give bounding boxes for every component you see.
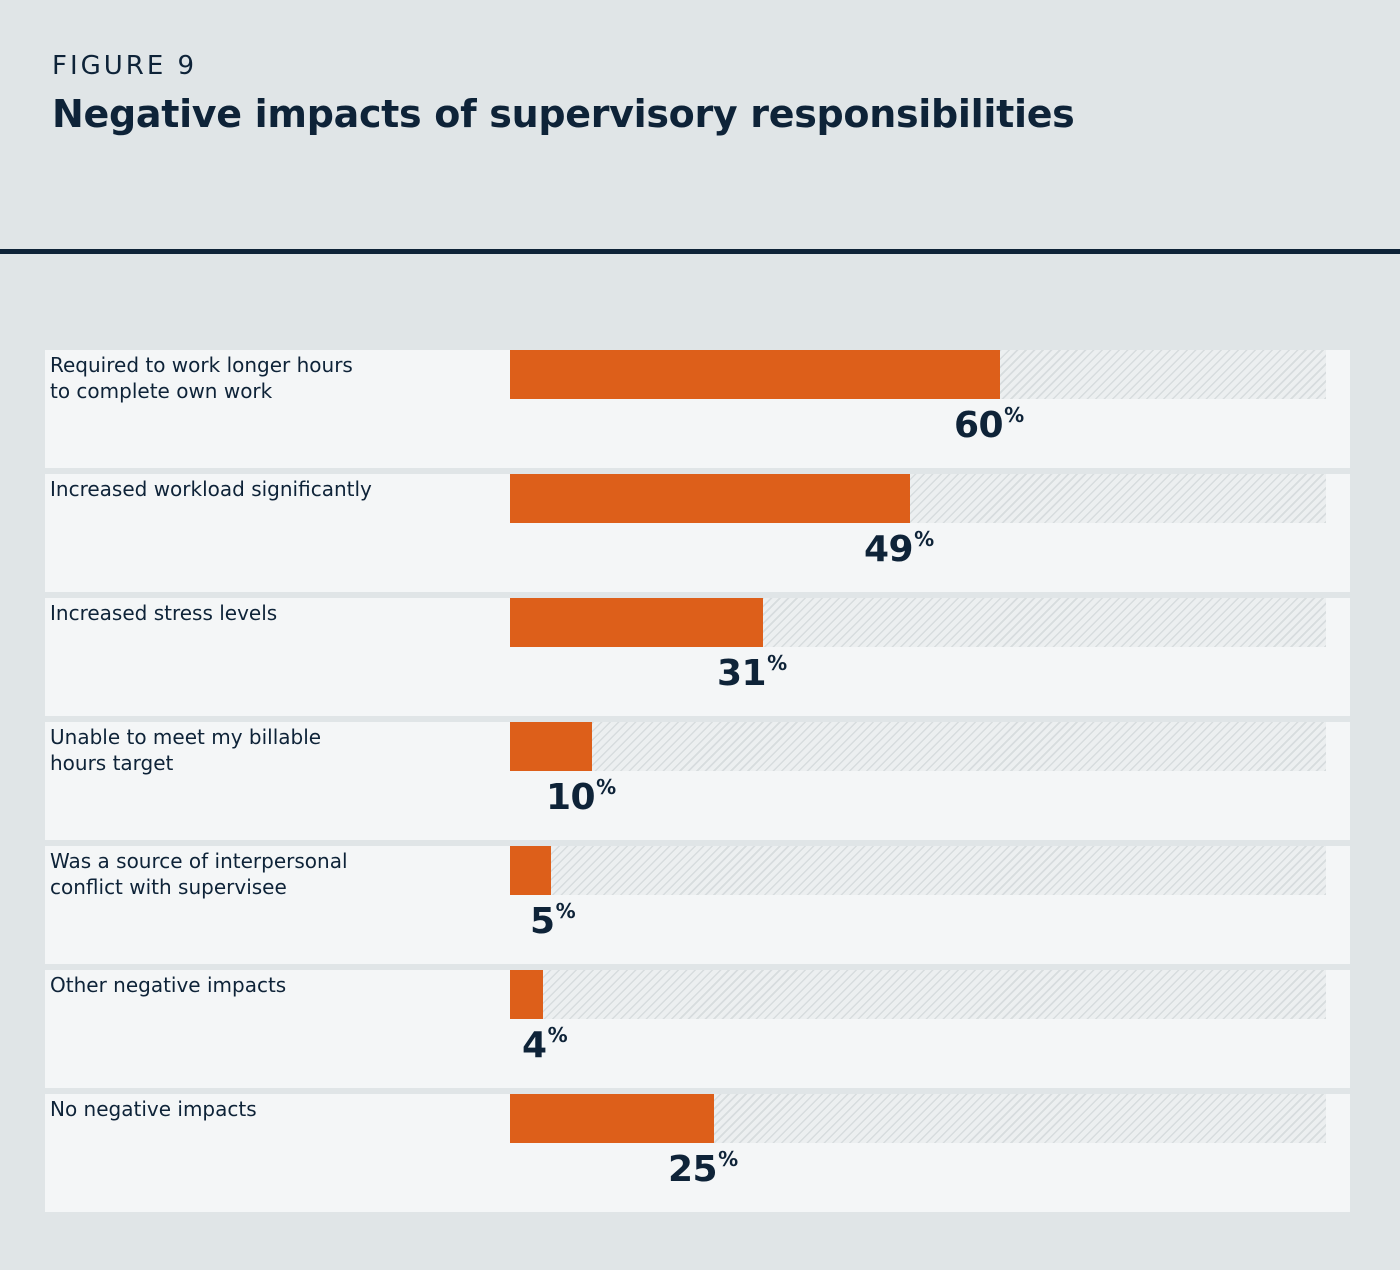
bar-track bbox=[510, 722, 1326, 771]
chart-row: Required to work longer hours to complete… bbox=[45, 350, 1350, 468]
data-label-unit: % bbox=[767, 651, 787, 675]
category-label: Increased stress levels bbox=[50, 601, 278, 625]
data-label-number: 10 bbox=[546, 777, 596, 818]
category-label: Was a source of interpersonal conflict wi… bbox=[50, 849, 348, 899]
category-label: Unable to meet my billable hours target bbox=[50, 725, 322, 775]
bar-track bbox=[510, 846, 1326, 895]
bar bbox=[510, 846, 551, 895]
chart-row: Other negative impacts 4% bbox=[45, 970, 1350, 1088]
bar-chart: Required to work longer hours to complete… bbox=[45, 350, 1350, 1218]
data-label-unit: % bbox=[555, 899, 576, 923]
data-label-number: 49 bbox=[864, 529, 914, 570]
data-label-unit: % bbox=[1004, 403, 1024, 427]
data-label: 49% bbox=[864, 527, 934, 571]
data-label: 31% bbox=[717, 651, 787, 695]
bar bbox=[510, 474, 910, 523]
chart-row: Was a source of interpersonal conflict wi… bbox=[45, 846, 1350, 964]
data-label: 60% bbox=[954, 403, 1024, 447]
data-label: 25% bbox=[668, 1147, 738, 1191]
data-label: 4% bbox=[522, 1023, 568, 1067]
bar bbox=[510, 1094, 714, 1143]
bar bbox=[510, 722, 592, 771]
chart-row: No negative impacts 25% bbox=[45, 1094, 1350, 1212]
bar-track bbox=[510, 970, 1326, 1019]
bar bbox=[510, 970, 543, 1019]
data-label-unit: % bbox=[596, 775, 616, 799]
data-label-unit: % bbox=[914, 527, 934, 551]
data-label-unit: % bbox=[718, 1147, 738, 1171]
category-label: Other negative impacts bbox=[50, 973, 287, 997]
data-label: 5% bbox=[530, 899, 576, 943]
header-divider bbox=[0, 249, 1400, 254]
category-label: Increased workload significantly bbox=[50, 477, 372, 501]
data-label-number: 5 bbox=[530, 901, 555, 942]
data-label-number: 4 bbox=[522, 1025, 547, 1066]
data-label: 10% bbox=[546, 775, 616, 819]
chart-row: Increased stress levels 31% bbox=[45, 598, 1350, 716]
data-label-number: 31 bbox=[717, 653, 767, 694]
data-label-number: 25 bbox=[668, 1149, 718, 1190]
category-label: No negative impacts bbox=[50, 1097, 257, 1121]
figure-header: FIGURE 9 Negative impacts of supervisory… bbox=[52, 48, 1352, 140]
bar bbox=[510, 598, 763, 647]
chart-row: Increased workload significantly 49% bbox=[45, 474, 1350, 592]
data-label-number: 60 bbox=[954, 405, 1004, 446]
bar bbox=[510, 350, 1000, 399]
category-label: Required to work longer hours to complete… bbox=[50, 353, 353, 403]
chart-title: Negative impacts of supervisory responsi… bbox=[52, 92, 1075, 136]
figure-number: FIGURE 9 bbox=[52, 51, 198, 81]
data-label-unit: % bbox=[547, 1023, 568, 1047]
chart-row: Unable to meet my billable hours target 10… bbox=[45, 722, 1350, 840]
